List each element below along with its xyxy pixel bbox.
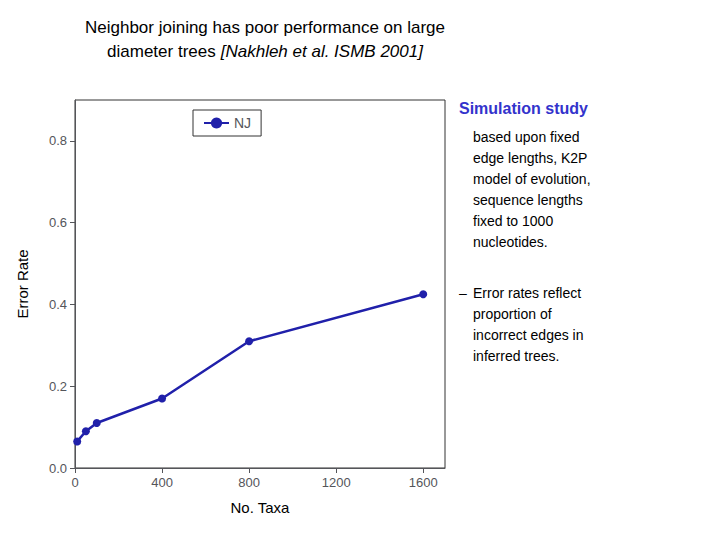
svg-text:1200: 1200: [322, 475, 351, 490]
svg-text:Simulation study: Simulation study: [459, 100, 588, 117]
svg-text:[Nakhleh et al. ISMB 2001]: [Nakhleh et al. ISMB 2001]: [220, 42, 425, 61]
svg-text:1600: 1600: [409, 475, 438, 490]
svg-text:inferred trees.: inferred trees.: [473, 348, 559, 364]
svg-text:fixed to 1000: fixed to 1000: [473, 213, 553, 229]
svg-text:Error rates reflect: Error rates reflect: [473, 285, 581, 301]
svg-text:–: –: [459, 285, 467, 301]
svg-text:sequence lengths: sequence lengths: [473, 192, 583, 208]
svg-text:nucleotides.: nucleotides.: [473, 234, 548, 250]
svg-text:No. Taxa: No. Taxa: [231, 499, 291, 516]
svg-text:NJ: NJ: [234, 115, 251, 131]
svg-text:proportion of: proportion of: [473, 306, 552, 322]
svg-text:edge lengths, K2P: edge lengths, K2P: [473, 150, 587, 166]
svg-text:Neighbor joining has poor perf: Neighbor joining has poor performance on…: [85, 18, 445, 37]
svg-text:0.0: 0.0: [49, 461, 67, 476]
svg-text:model of evolution,: model of evolution,: [473, 171, 591, 187]
svg-text:diameter trees: diameter trees: [107, 42, 216, 61]
svg-text:400: 400: [151, 475, 173, 490]
svg-text:0.2: 0.2: [49, 379, 67, 394]
svg-text:0.6: 0.6: [49, 215, 67, 230]
svg-text:based upon fixed: based upon fixed: [473, 129, 580, 145]
svg-text:0.8: 0.8: [49, 133, 67, 148]
svg-text:Error Rate: Error Rate: [14, 249, 31, 318]
svg-text:0.4: 0.4: [49, 297, 67, 312]
svg-text:incorrect edges in: incorrect edges in: [473, 327, 584, 343]
svg-text:0: 0: [71, 475, 78, 490]
svg-text:800: 800: [238, 475, 260, 490]
